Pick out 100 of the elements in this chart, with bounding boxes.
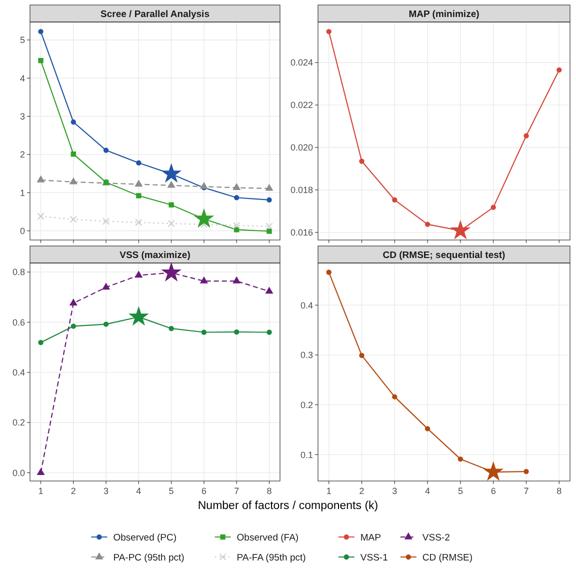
x-axis-title: Number of factors / components (k) (198, 500, 378, 512)
y-tick-label: 0.6 (12, 317, 25, 328)
point (458, 456, 464, 462)
y-tick-label: 5 (20, 35, 25, 46)
point (200, 182, 208, 189)
point (37, 212, 44, 220)
y-tick-label: 0.020 (290, 142, 313, 153)
y-tick-label: 0.4 (12, 368, 25, 378)
point (490, 204, 496, 210)
y-tick-label: 0.024 (290, 58, 313, 68)
x-tick-label: 6 (201, 486, 206, 496)
point (36, 175, 45, 182)
y-tick-label: 0.016 (290, 228, 313, 238)
chart-title: CD (RMSE; sequential test) (382, 250, 506, 261)
point (359, 158, 364, 164)
x-tick-label: 6 (490, 486, 496, 496)
y-tick-label: 0.2 (12, 418, 25, 428)
x-tick-label: 1 (38, 486, 44, 496)
point (38, 28, 44, 34)
legend-label: PA-FA (95th pct) (236, 552, 306, 564)
point (136, 193, 142, 198)
point (233, 222, 240, 230)
y-tick-label: 2 (20, 150, 25, 160)
point (102, 218, 110, 225)
point (38, 340, 44, 346)
point (194, 208, 214, 228)
point (128, 306, 149, 326)
point (424, 426, 430, 432)
point (359, 352, 364, 358)
point (70, 324, 76, 329)
y-tick-label: 0 (20, 226, 25, 236)
x-tick-label: 8 (556, 486, 562, 496)
x-tick-label: 7 (524, 486, 529, 496)
y-tick-label: 0.1 (300, 450, 313, 460)
legend-label: PA-PC (95th pct) (113, 552, 184, 564)
x-tick-label: 7 (234, 486, 240, 496)
point (168, 220, 175, 228)
point (134, 270, 143, 278)
point (450, 220, 471, 240)
chart-title: Scree / Parallel Analysis (100, 9, 210, 20)
point (135, 218, 142, 226)
point (70, 119, 76, 125)
point (232, 183, 241, 190)
y-tick-label: 4 (20, 73, 25, 84)
point (134, 180, 143, 187)
x-tick-label: 5 (458, 486, 463, 496)
point (392, 394, 398, 400)
point (70, 216, 77, 223)
y-tick-label: 0.3 (300, 350, 313, 360)
y-tick-label: 0.022 (290, 100, 313, 110)
point (232, 276, 241, 284)
point (161, 163, 182, 183)
x-tick-label: 4 (425, 486, 430, 496)
point (234, 195, 240, 200)
point (167, 180, 176, 188)
point (326, 270, 332, 275)
point (392, 197, 398, 202)
point (102, 282, 110, 290)
legend-label: VSS-1 (360, 552, 388, 564)
x-tick-label: 4 (136, 486, 142, 496)
point (161, 262, 182, 282)
point (70, 152, 76, 157)
x-tick-label: 1 (326, 486, 332, 496)
point (136, 160, 142, 166)
chart-title: MAP (minimize) (408, 9, 480, 20)
point (103, 322, 109, 327)
chart-title: VSS (maximize) (120, 250, 190, 261)
legend-label: Observed (FA) (236, 532, 299, 544)
y-tick-label: 0.0 (12, 468, 25, 478)
point (266, 222, 273, 230)
legend-label: CD (RMSE) (422, 552, 473, 564)
point (69, 298, 78, 306)
legend-label: MAP (360, 532, 381, 544)
x-tick-label: 5 (168, 486, 174, 496)
y-tick-label: 0.2 (300, 400, 313, 410)
point (266, 197, 272, 203)
x-tick-label: 2 (359, 486, 364, 496)
y-tick-label: 0.018 (290, 185, 313, 196)
point (266, 228, 272, 234)
point (168, 202, 174, 208)
point (524, 468, 529, 474)
y-tick-label: 1 (20, 188, 25, 198)
point (556, 67, 562, 73)
point (524, 133, 529, 138)
legend-label: Observed (PC) (113, 532, 177, 544)
x-tick-label: 2 (70, 486, 76, 496)
point (38, 58, 44, 64)
point (168, 326, 174, 332)
point (200, 276, 208, 284)
x-tick-label: 3 (104, 486, 109, 496)
x-tick-label: 8 (266, 486, 272, 496)
point (265, 286, 274, 294)
point (201, 330, 207, 335)
y-tick-label: 0.8 (12, 267, 25, 278)
y-tick-label: 3 (20, 112, 25, 122)
legend-label: VSS-2 (422, 532, 450, 544)
point (103, 148, 109, 153)
point (266, 330, 272, 335)
point (234, 329, 240, 335)
point (483, 461, 504, 481)
